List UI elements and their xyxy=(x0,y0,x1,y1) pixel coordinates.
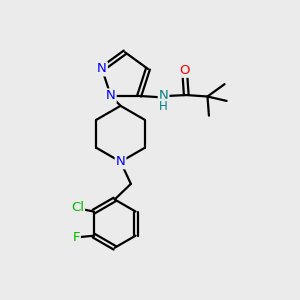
Text: N: N xyxy=(106,89,116,102)
Text: Cl: Cl xyxy=(71,201,84,214)
Text: N: N xyxy=(159,89,169,102)
Text: H: H xyxy=(159,100,168,113)
Text: N: N xyxy=(116,155,125,168)
Text: F: F xyxy=(72,231,80,244)
Text: N: N xyxy=(97,62,107,75)
Text: O: O xyxy=(180,64,190,77)
